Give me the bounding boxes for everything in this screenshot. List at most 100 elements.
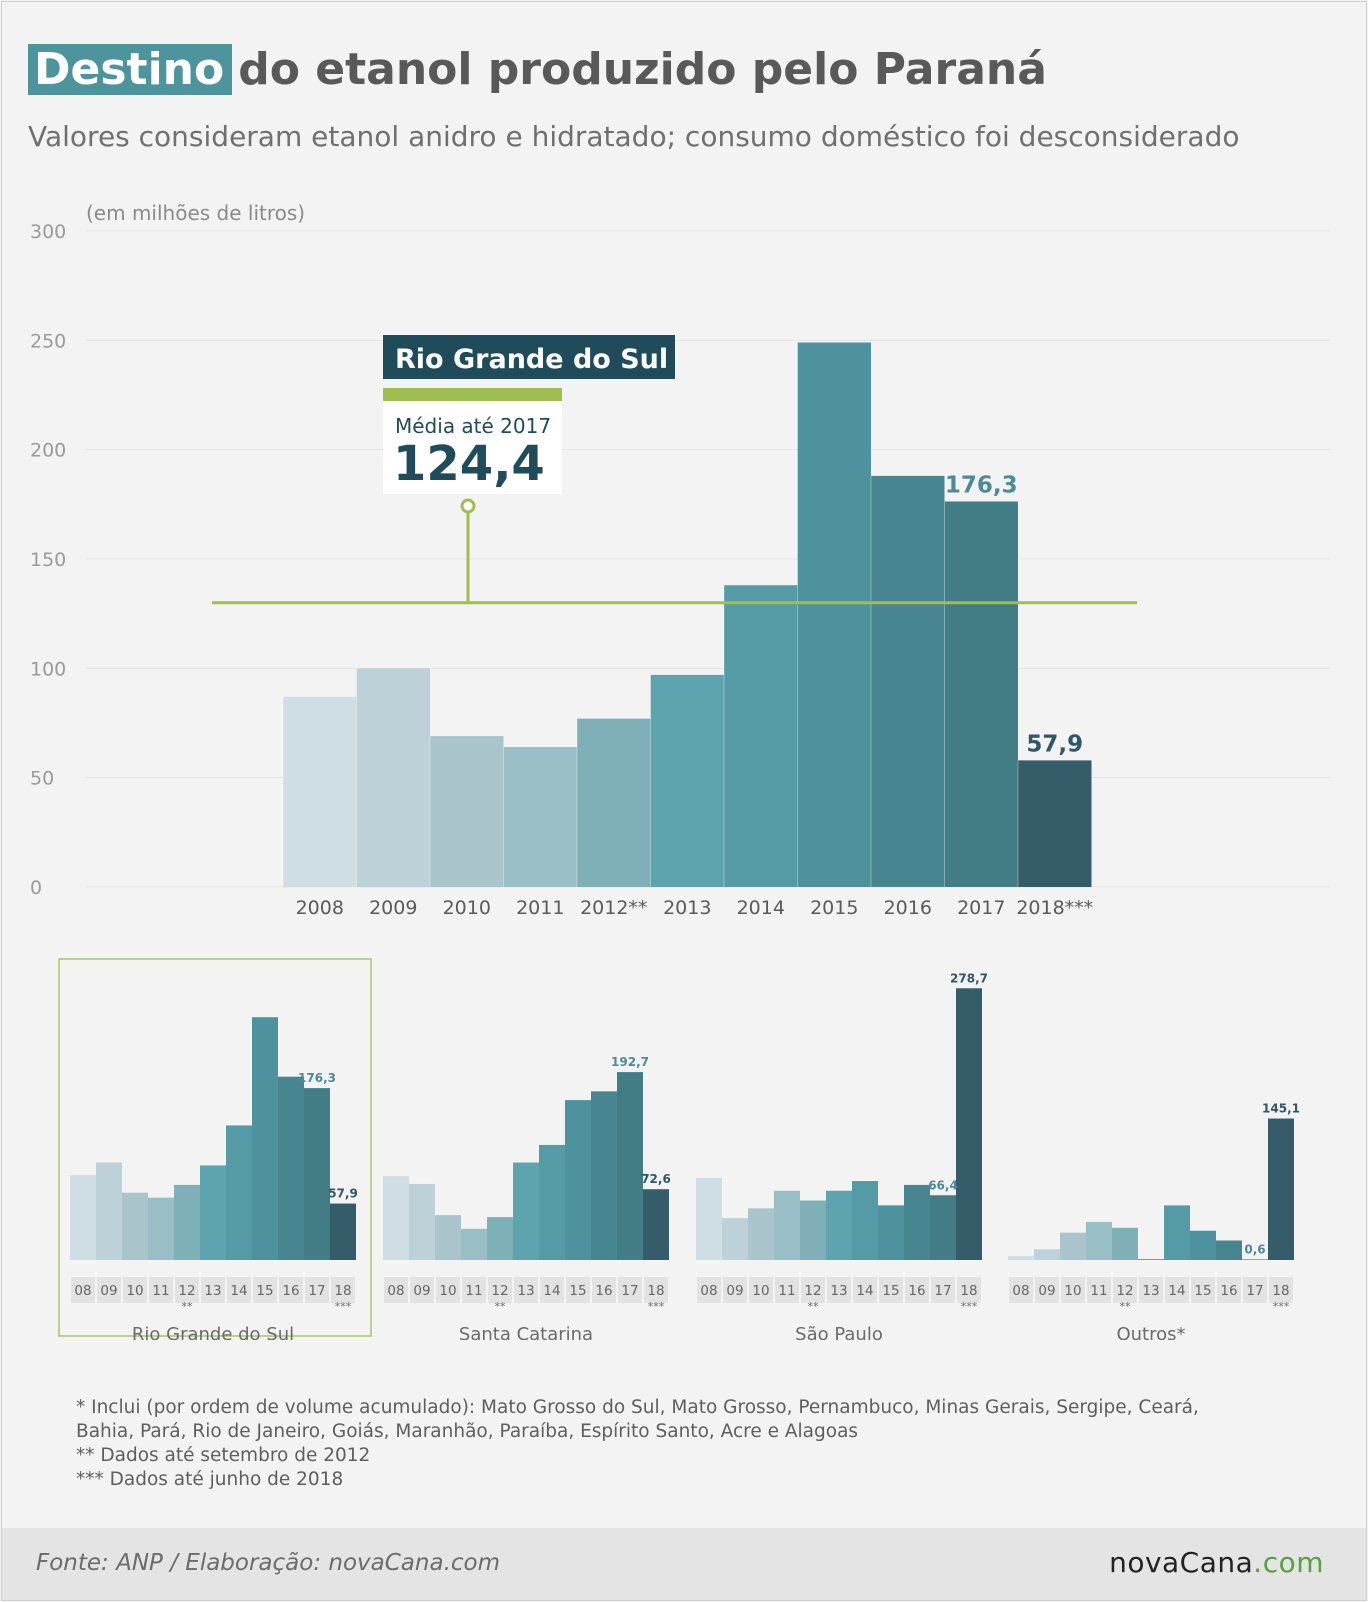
novacana-logo: novaCana.com bbox=[1109, 1546, 1324, 1579]
average-label: Média até 2017 bbox=[395, 414, 551, 438]
small-data-label: 278,7 bbox=[950, 971, 988, 985]
data-label: 57,9 bbox=[1026, 731, 1083, 757]
footnote-1: * Inclui (por ordem de volume acumulado)… bbox=[76, 1397, 1199, 1418]
small-tick-bg bbox=[305, 1277, 329, 1303]
small-data-label: 72,6 bbox=[641, 1172, 671, 1186]
small-tick-label: 12 bbox=[1116, 1283, 1133, 1299]
main-bar-chart: (em milhões de litros) 0 50 100 150 200 250 300… bbox=[30, 201, 1330, 919]
x-tick-label: 2008 bbox=[296, 897, 344, 919]
small-tick-label: 17 bbox=[1246, 1283, 1263, 1299]
y-tick-label: 0 bbox=[30, 877, 42, 899]
small-tick-bg bbox=[410, 1277, 434, 1303]
small-bar bbox=[1268, 1118, 1294, 1260]
small-bar bbox=[1112, 1227, 1138, 1260]
x-tick-label: 2017 bbox=[957, 897, 1005, 919]
small-bar bbox=[304, 1088, 330, 1260]
small-tick-label: 14 bbox=[230, 1283, 247, 1299]
y-axis-label: (em milhões de litros) bbox=[86, 201, 305, 225]
small-tick-bg bbox=[931, 1277, 955, 1303]
small-bar bbox=[800, 1200, 826, 1260]
small-tick-bg bbox=[123, 1277, 147, 1303]
small-bar bbox=[226, 1125, 252, 1260]
small-bar bbox=[617, 1072, 643, 1260]
small-tick-bg bbox=[175, 1277, 199, 1303]
small-bar bbox=[774, 1190, 800, 1260]
small-tick-bg bbox=[384, 1277, 408, 1303]
small-chart-title: São Paulo bbox=[795, 1324, 883, 1340]
small-tick-label: 15 bbox=[256, 1283, 273, 1299]
small-tick-label: 16 bbox=[282, 1283, 299, 1299]
small-bar bbox=[1164, 1205, 1190, 1260]
title-rest: do etanol produzido pelo Paraná bbox=[238, 44, 1047, 95]
small-tick-label: 15 bbox=[569, 1283, 586, 1299]
small-tick-label: 10 bbox=[126, 1283, 143, 1299]
small-tick-bg bbox=[827, 1277, 851, 1303]
small-tick-label: 11 bbox=[1090, 1283, 1107, 1299]
bar-2018*** bbox=[1018, 760, 1092, 887]
small-tick-bg bbox=[1061, 1277, 1085, 1303]
bar-2011 bbox=[503, 747, 577, 887]
small-bar bbox=[852, 1181, 878, 1260]
small-tick-label: 15 bbox=[882, 1283, 899, 1299]
small-data-label: 176,3 bbox=[298, 1071, 336, 1085]
small-bar bbox=[1034, 1249, 1060, 1260]
small-tick-bg bbox=[1191, 1277, 1215, 1303]
small-tick-bg bbox=[1139, 1277, 1163, 1303]
small-tick-label: 13 bbox=[830, 1283, 847, 1299]
small-tick-bg bbox=[201, 1277, 225, 1303]
small-bar bbox=[591, 1091, 617, 1260]
small-tick-label: 18 bbox=[1272, 1283, 1289, 1299]
small-tick-mark: ** bbox=[182, 1300, 194, 1313]
average-card-accent bbox=[383, 388, 562, 401]
small-tick-label: 12 bbox=[178, 1283, 195, 1299]
small-tick-bg bbox=[618, 1277, 642, 1303]
small-bar bbox=[956, 988, 982, 1260]
small-bar bbox=[96, 1162, 122, 1260]
small-tick-label: 18 bbox=[960, 1283, 977, 1299]
small-tick-label: 13 bbox=[517, 1283, 534, 1299]
data-label: 176,3 bbox=[945, 472, 1018, 498]
small-chart-title: Rio Grande do Sul bbox=[132, 1324, 294, 1340]
small-bar bbox=[461, 1228, 487, 1260]
small-bar bbox=[1008, 1256, 1034, 1260]
selected-chart-frame bbox=[58, 958, 372, 1337]
small-tick-label: 14 bbox=[543, 1283, 560, 1299]
small-tick-bg bbox=[71, 1277, 95, 1303]
bar-2012** bbox=[577, 718, 651, 887]
small-tick-mark: *** bbox=[961, 1300, 978, 1313]
small-bar bbox=[383, 1176, 409, 1260]
small-tick-label: 14 bbox=[856, 1283, 873, 1299]
small-tick-bg bbox=[749, 1277, 773, 1303]
small-data-label: 57,9 bbox=[328, 1187, 358, 1201]
small-tick-bg bbox=[1035, 1277, 1059, 1303]
small-tick-bg bbox=[697, 1277, 721, 1303]
small-tick-bg bbox=[775, 1277, 799, 1303]
x-tick-label: 2015 bbox=[810, 897, 858, 919]
x-tick-label: 2009 bbox=[369, 897, 417, 919]
small-tick-mark: ** bbox=[1120, 1300, 1132, 1313]
small-bar bbox=[122, 1192, 148, 1260]
x-tick-label: 2011 bbox=[516, 897, 564, 919]
small-bar bbox=[696, 1178, 722, 1260]
page-title: Destino do etanol produzido pelo Paraná bbox=[28, 44, 1047, 97]
small-tick-label: 09 bbox=[726, 1283, 743, 1299]
small-bar bbox=[878, 1205, 904, 1260]
small-tick-label: 13 bbox=[204, 1283, 221, 1299]
page-subtitle: Valores consideram etanol anidro e hidra… bbox=[28, 120, 1240, 153]
bar-2015 bbox=[797, 342, 871, 887]
small-chart-2: 08 09 10 11 12** 13 14 15 16 17 18*** 192,7 72,6 Sant… bbox=[383, 1055, 671, 1340]
source-credit: Fonte: ANP / Elaboração: novaCana.com bbox=[36, 1550, 501, 1576]
y-tick-label: 100 bbox=[30, 658, 66, 680]
small-tick-label: 11 bbox=[152, 1283, 169, 1299]
small-bar bbox=[330, 1203, 356, 1260]
small-bar bbox=[1190, 1230, 1216, 1260]
small-tick-mark: *** bbox=[335, 1300, 352, 1313]
bar-2008 bbox=[283, 696, 357, 887]
small-tick-bg bbox=[644, 1277, 668, 1303]
bar-2010 bbox=[430, 736, 504, 887]
average-value: 124,4 bbox=[393, 436, 545, 492]
small-tick-label: 17 bbox=[621, 1283, 638, 1299]
small-bar bbox=[748, 1208, 774, 1260]
y-tick-label: 250 bbox=[30, 330, 66, 352]
